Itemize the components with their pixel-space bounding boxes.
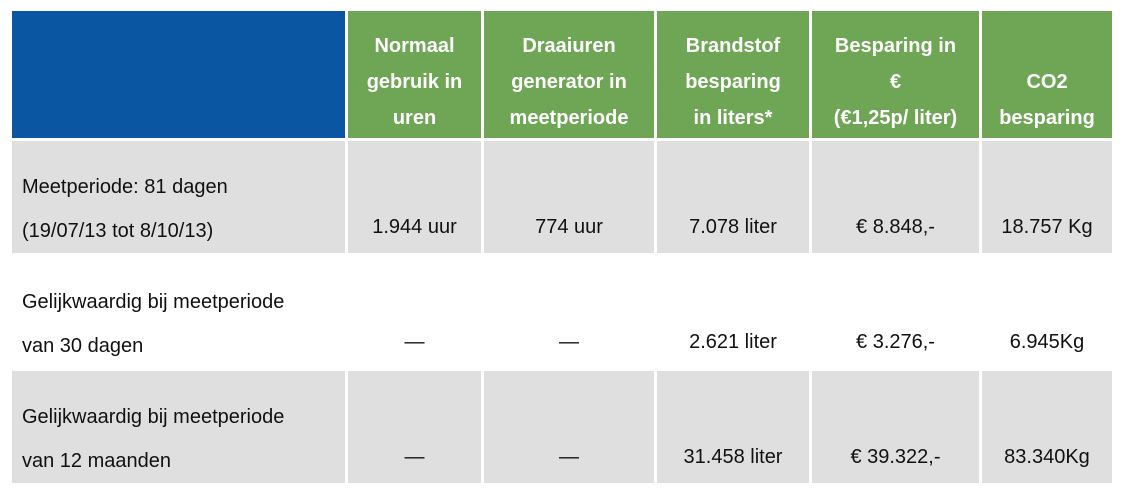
header-text: in liters* xyxy=(693,107,773,129)
header-text: € xyxy=(889,71,902,93)
header-cell-fuel-savings: Brandstof besparing in liters* xyxy=(657,11,809,138)
table-row: Meetperiode: 81 dagen (19/07/13 tot 8/10… xyxy=(12,141,1112,253)
row-label: van 30 dagen xyxy=(22,335,144,357)
header-text: besparing xyxy=(999,107,1095,129)
header-text: generator in xyxy=(511,71,627,93)
row-label-cell: Gelijkwaardig bij meetperiode van 12 maa… xyxy=(12,371,345,483)
header-text: gebruik in xyxy=(366,71,463,93)
table-row: Gelijkwaardig bij meetperiode van 12 maa… xyxy=(12,371,1112,483)
savings-table: Normaal gebruik in uren Draaiuren genera… xyxy=(9,8,1115,486)
row-label: Gelijkwaardig bij meetperiode xyxy=(22,406,285,428)
header-text: Draaiuren xyxy=(522,35,616,57)
table-cell: € 3.276,- xyxy=(812,256,979,368)
header-text: (€1,25p/ liter) xyxy=(833,107,958,129)
table-cell: — xyxy=(348,371,481,483)
table-row: Gelijkwaardig bij meetperiode van 30 dag… xyxy=(12,256,1112,368)
table-cell: 6.945Kg xyxy=(982,256,1112,368)
table-cell: 774 uur xyxy=(484,141,654,253)
header-text: CO2 xyxy=(1026,71,1068,93)
header-cell-co2-savings: CO2 besparing xyxy=(982,11,1112,138)
row-label: Gelijkwaardig bij meetperiode xyxy=(22,291,285,313)
table-cell: 2.621 liter xyxy=(657,256,809,368)
row-label-cell: Gelijkwaardig bij meetperiode van 30 dag… xyxy=(12,256,345,368)
row-label: van 12 maanden xyxy=(22,450,172,472)
header-cell-euro-savings: Besparing in € (€1,25p/ liter) xyxy=(812,11,979,138)
header-row: Normaal gebruik in uren Draaiuren genera… xyxy=(12,11,1112,138)
table-cell: € 39.322,- xyxy=(812,371,979,483)
table-cell: 83.340Kg xyxy=(982,371,1112,483)
table-cell: € 8.848,- xyxy=(812,141,979,253)
row-label: (19/07/13 tot 8/10/13) xyxy=(22,220,214,242)
header-corner-cell xyxy=(12,11,345,138)
table-cell: — xyxy=(484,371,654,483)
row-label: Meetperiode: 81 dagen xyxy=(22,176,228,198)
header-text: Besparing in xyxy=(834,35,957,57)
header-cell-normal-usage: Normaal gebruik in uren xyxy=(348,11,481,138)
header-text: Brandstof xyxy=(685,35,781,57)
table-cell: — xyxy=(484,256,654,368)
header-text: Normaal xyxy=(374,35,455,57)
table-cell: 7.078 liter xyxy=(657,141,809,253)
table-cell: 18.757 Kg xyxy=(982,141,1112,253)
header-cell-generator-hours: Draaiuren generator in meetperiode xyxy=(484,11,654,138)
table-cell: 1.944 uur xyxy=(348,141,481,253)
header-text: uren xyxy=(392,107,437,129)
table-cell: 31.458 liter xyxy=(657,371,809,483)
row-label-cell: Meetperiode: 81 dagen (19/07/13 tot 8/10… xyxy=(12,141,345,253)
table-cell: — xyxy=(348,256,481,368)
header-text: besparing xyxy=(685,71,781,93)
header-text: meetperiode xyxy=(509,107,629,129)
